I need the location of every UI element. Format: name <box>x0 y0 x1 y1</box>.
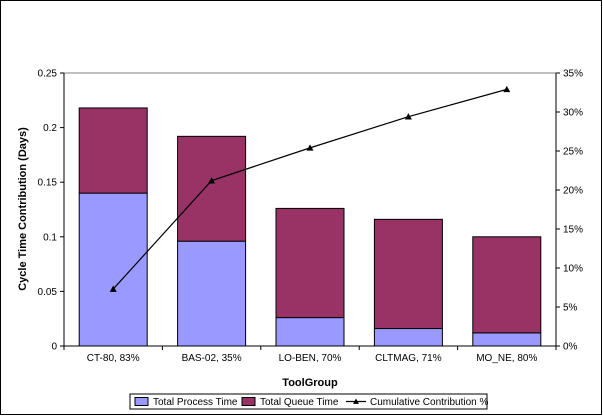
left-tick-label: 0.05 <box>38 287 58 298</box>
left-tick-label: 0 <box>51 342 57 353</box>
bar-queue-time <box>177 135 247 242</box>
bar-process-time <box>472 332 542 347</box>
cumulative-marker <box>503 85 511 93</box>
legend-label: Total Queue Time <box>260 397 339 408</box>
left-tick-label: 0.15 <box>38 178 58 189</box>
cumulative-marker <box>208 177 216 184</box>
x-tick-label: LO-BEN, 70% <box>279 353 342 364</box>
plot-area: 0 0.05 0.1 0.15 0.2 0.25 0% 5% 10% 15% 20% 25% 30% 35… <box>38 69 584 365</box>
bar-queue-time <box>275 207 345 319</box>
legend-swatch <box>241 397 256 406</box>
bar-queue-time <box>78 107 148 194</box>
right-tick-label: 5% <box>563 303 578 314</box>
bar-process-time <box>275 317 345 347</box>
cumulative-marker <box>109 285 117 292</box>
x-tick-label: CT-80, 83% <box>87 353 140 364</box>
x-tick-label: BAS-02, 35% <box>182 353 242 364</box>
bar-process-time <box>78 192 148 347</box>
legend-label: Total Process Time <box>153 397 238 408</box>
bar-process-time <box>373 328 443 347</box>
bar-process-time <box>177 240 247 347</box>
right-tick-label: 10% <box>563 264 583 275</box>
left-tick-label: 0.1 <box>43 232 57 243</box>
bar-queue-time <box>472 236 542 334</box>
legend-marker <box>353 398 359 404</box>
right-tick-label: 0% <box>563 342 578 353</box>
right-tick-label: 30% <box>563 108 583 119</box>
legend-label: Cumulative Contribution % <box>370 397 488 408</box>
right-tick-label: 25% <box>563 147 583 158</box>
x-tick-label: MO_NE, 80% <box>476 353 537 364</box>
cumulative-marker <box>306 144 314 151</box>
right-tick-label: 20% <box>563 186 583 197</box>
left-tick-label: 0.2 <box>43 123 57 134</box>
legend-box <box>129 393 488 410</box>
cumulative-marker <box>404 113 412 120</box>
legend: Total Process Time Total Queue Time Cumula… <box>129 393 488 410</box>
left-tick-label: 0.25 <box>38 69 58 80</box>
right-tick-label: 35% <box>563 69 583 80</box>
x-axis-title: ToolGroup <box>282 377 338 389</box>
legend-swatch <box>134 397 149 406</box>
bar-queue-time <box>373 218 443 330</box>
x-tick-label: CLTMAG, 71% <box>375 353 442 364</box>
y-axis-title: Cycle Time Contribution (Days) <box>17 127 29 291</box>
right-tick-label: 15% <box>563 225 583 236</box>
